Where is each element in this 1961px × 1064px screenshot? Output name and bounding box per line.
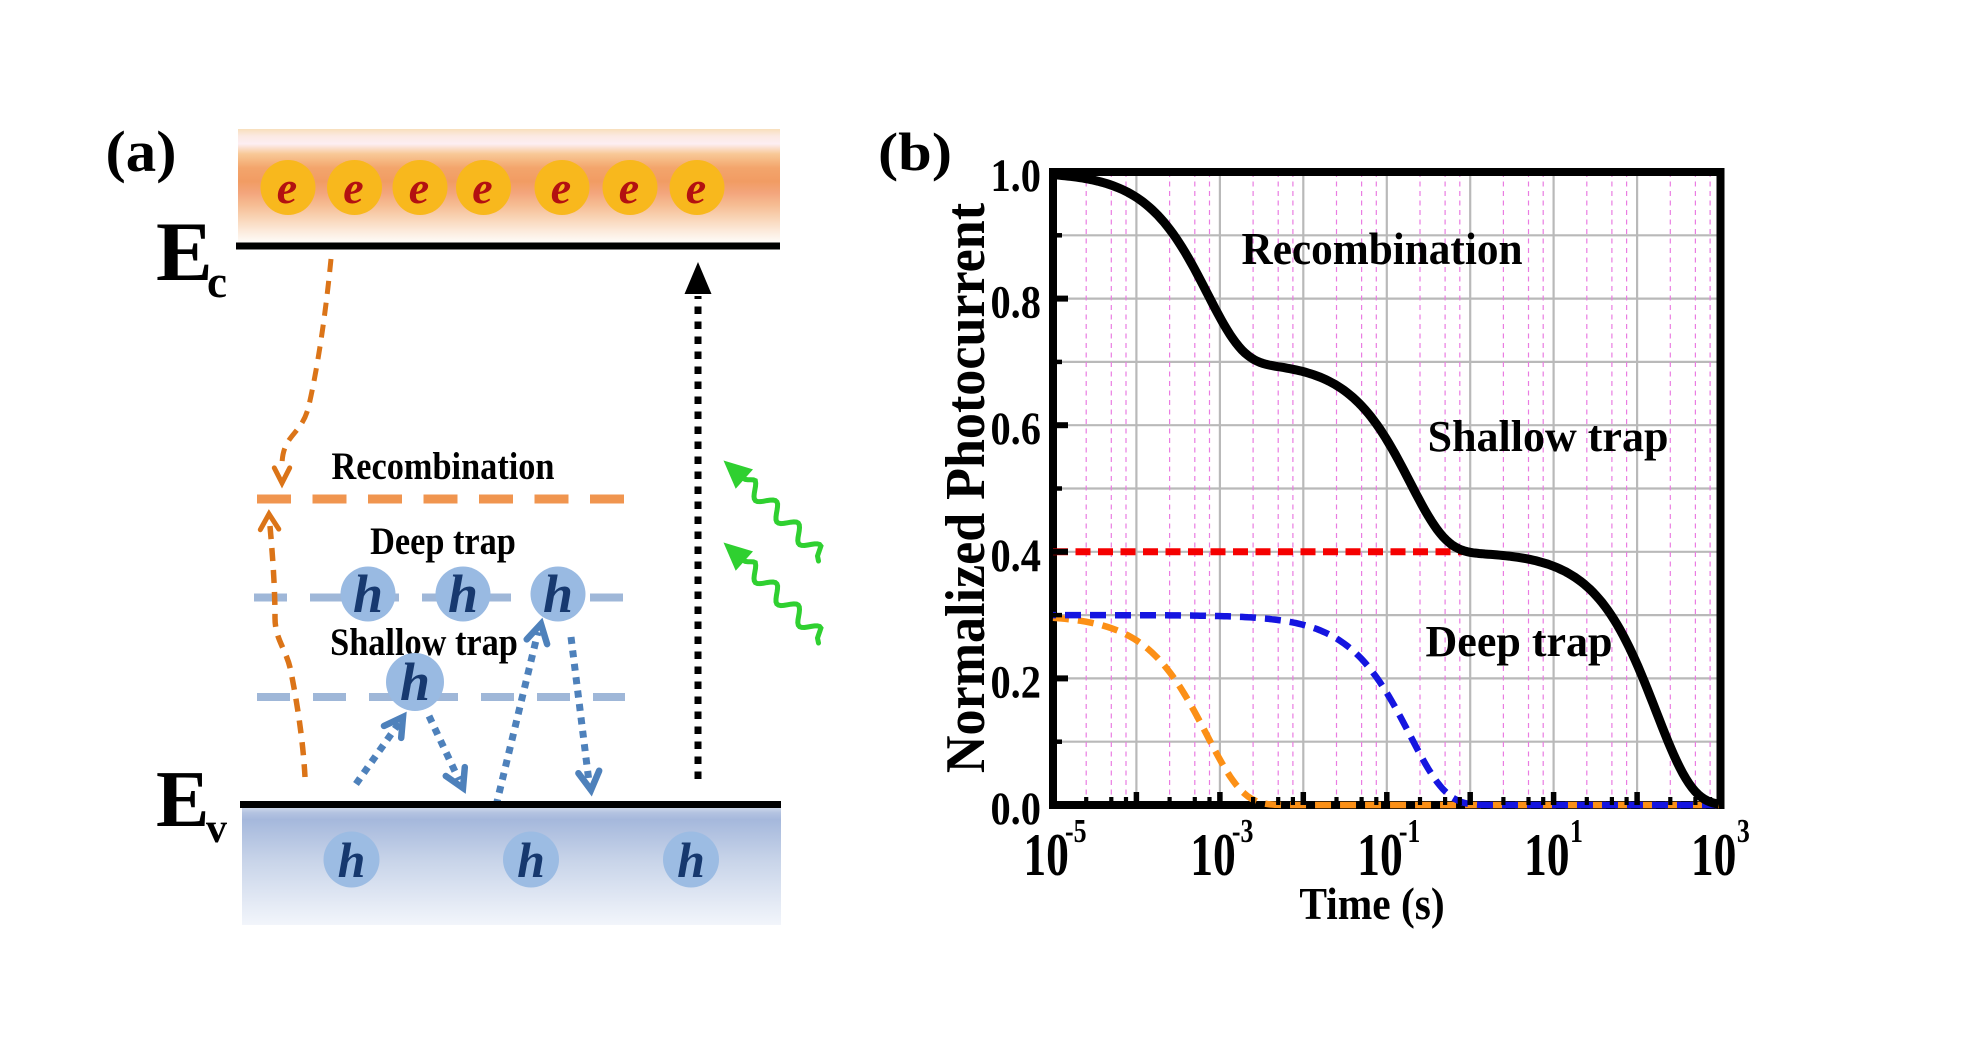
svg-text:e: e [343, 162, 363, 213]
svg-text:h: h [677, 832, 705, 888]
svg-text:Recombination: Recombination [332, 444, 555, 488]
svg-text:h: h [543, 564, 573, 624]
svg-text:h: h [517, 832, 545, 888]
svg-text:Deep trap: Deep trap [1426, 617, 1613, 666]
svg-text:-5: -5 [1065, 812, 1087, 850]
svg-text:E: E [156, 205, 213, 299]
svg-text:10: 10 [1691, 822, 1737, 888]
svg-text:-3: -3 [1232, 812, 1254, 850]
svg-text:0.8: 0.8 [990, 277, 1041, 328]
svg-text:E: E [156, 756, 209, 844]
svg-text:1.0: 1.0 [990, 150, 1041, 201]
svg-text:h: h [353, 564, 383, 624]
svg-text:e: e [619, 162, 639, 213]
svg-text:3: 3 [1737, 812, 1750, 850]
svg-text:Deep trap: Deep trap [370, 519, 516, 563]
svg-text:e: e [551, 162, 571, 213]
svg-text:e: e [472, 162, 492, 213]
svg-text:1: 1 [1570, 812, 1583, 850]
svg-text:0.4: 0.4 [990, 530, 1041, 581]
svg-text:0.0: 0.0 [990, 783, 1041, 834]
svg-text:10: 10 [1357, 822, 1403, 888]
svg-text:e: e [686, 162, 706, 213]
svg-text:e: e [277, 162, 297, 213]
svg-text:v: v [206, 806, 227, 852]
svg-text:h: h [448, 564, 478, 624]
svg-text:(a): (a) [106, 119, 177, 183]
svg-text:e: e [409, 162, 429, 213]
svg-text:Recombination: Recombination [1242, 223, 1523, 275]
svg-text:Normalized Photocurrent: Normalized Photocurrent [934, 203, 996, 773]
svg-text:10: 10 [1190, 822, 1236, 888]
svg-text:0.6: 0.6 [990, 403, 1041, 454]
svg-text:Time (s): Time (s) [1299, 879, 1444, 929]
svg-text:(b): (b) [878, 123, 952, 182]
svg-text:h: h [338, 832, 366, 888]
svg-text:Shallow trap: Shallow trap [1428, 412, 1669, 461]
svg-text:10: 10 [1524, 822, 1570, 888]
svg-text:h: h [400, 652, 430, 712]
svg-text:10: 10 [1023, 822, 1069, 888]
svg-text:-1: -1 [1399, 812, 1421, 850]
svg-text:c: c [207, 257, 227, 307]
svg-text:0.2: 0.2 [990, 657, 1041, 708]
